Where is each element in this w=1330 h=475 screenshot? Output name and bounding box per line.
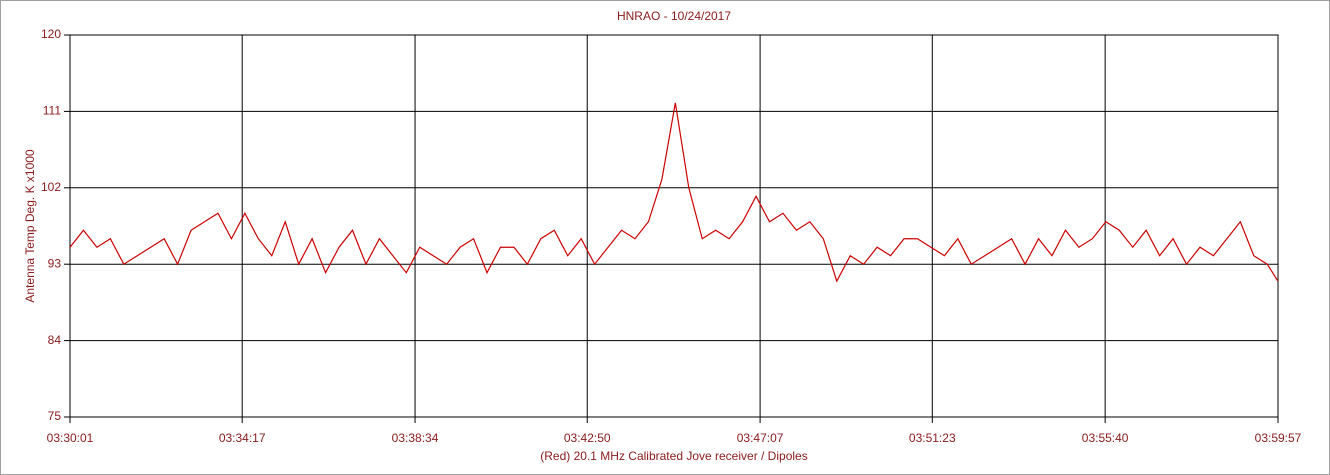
y-tick-label: 111 xyxy=(43,104,62,118)
y-tick-label: 84 xyxy=(48,333,62,347)
plot-area xyxy=(69,34,1279,418)
x-tick-label: 03:47:07 xyxy=(737,431,784,445)
data-line xyxy=(69,102,1279,283)
chart-title: HNRAO - 10/24/2017 xyxy=(617,9,731,23)
y-tick-label: 75 xyxy=(48,409,62,423)
x-tick-label: 03:30:01 xyxy=(47,431,94,445)
x-axis-label: (Red) 20.1 MHz Calibrated Jove receiver … xyxy=(540,449,807,463)
x-tick-label: 03:59:57 xyxy=(1255,431,1302,445)
x-tick-label: 03:38:34 xyxy=(392,431,439,445)
y-tick-label: 93 xyxy=(48,256,62,270)
x-tick-label: 03:55:40 xyxy=(1082,431,1129,445)
y-axis-label: Antenna Temp Deg. K x1000 xyxy=(23,149,37,303)
y-tick-label: 102 xyxy=(41,180,61,194)
x-tick-label: 03:42:50 xyxy=(564,431,611,445)
x-tick-label: 03:34:17 xyxy=(219,431,266,445)
x-tick-label: 03:51:23 xyxy=(909,431,956,445)
y-tick-label: 120 xyxy=(41,27,61,41)
